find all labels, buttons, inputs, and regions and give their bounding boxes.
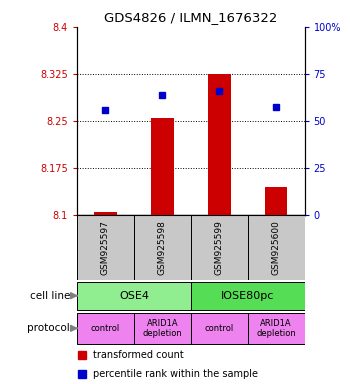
Bar xyxy=(134,215,191,280)
Bar xyxy=(191,313,248,344)
Bar xyxy=(191,215,248,280)
Text: GSM925600: GSM925600 xyxy=(272,220,281,275)
Bar xyxy=(77,215,134,280)
Bar xyxy=(77,313,134,344)
Text: transformed count: transformed count xyxy=(93,350,184,360)
Text: control: control xyxy=(91,324,120,333)
Text: GSM925597: GSM925597 xyxy=(101,220,110,275)
Bar xyxy=(191,282,304,310)
Text: OSE4: OSE4 xyxy=(119,291,149,301)
Text: cell line: cell line xyxy=(30,291,70,301)
Bar xyxy=(248,313,304,344)
Text: control: control xyxy=(204,324,234,333)
Text: GSM925598: GSM925598 xyxy=(158,220,167,275)
Text: ARID1A
depletion: ARID1A depletion xyxy=(142,319,182,338)
Text: percentile rank within the sample: percentile rank within the sample xyxy=(93,369,258,379)
Bar xyxy=(248,215,304,280)
Bar xyxy=(134,313,191,344)
Bar xyxy=(208,74,231,215)
Bar xyxy=(151,118,174,215)
Title: GDS4826 / ILMN_1676322: GDS4826 / ILMN_1676322 xyxy=(104,11,278,24)
Text: GSM925599: GSM925599 xyxy=(215,220,224,275)
Bar xyxy=(265,187,287,215)
Text: ARID1A
depletion: ARID1A depletion xyxy=(256,319,296,338)
Bar xyxy=(77,282,191,310)
Bar xyxy=(94,212,117,215)
Text: protocol: protocol xyxy=(27,323,70,333)
Text: IOSE80pc: IOSE80pc xyxy=(221,291,274,301)
